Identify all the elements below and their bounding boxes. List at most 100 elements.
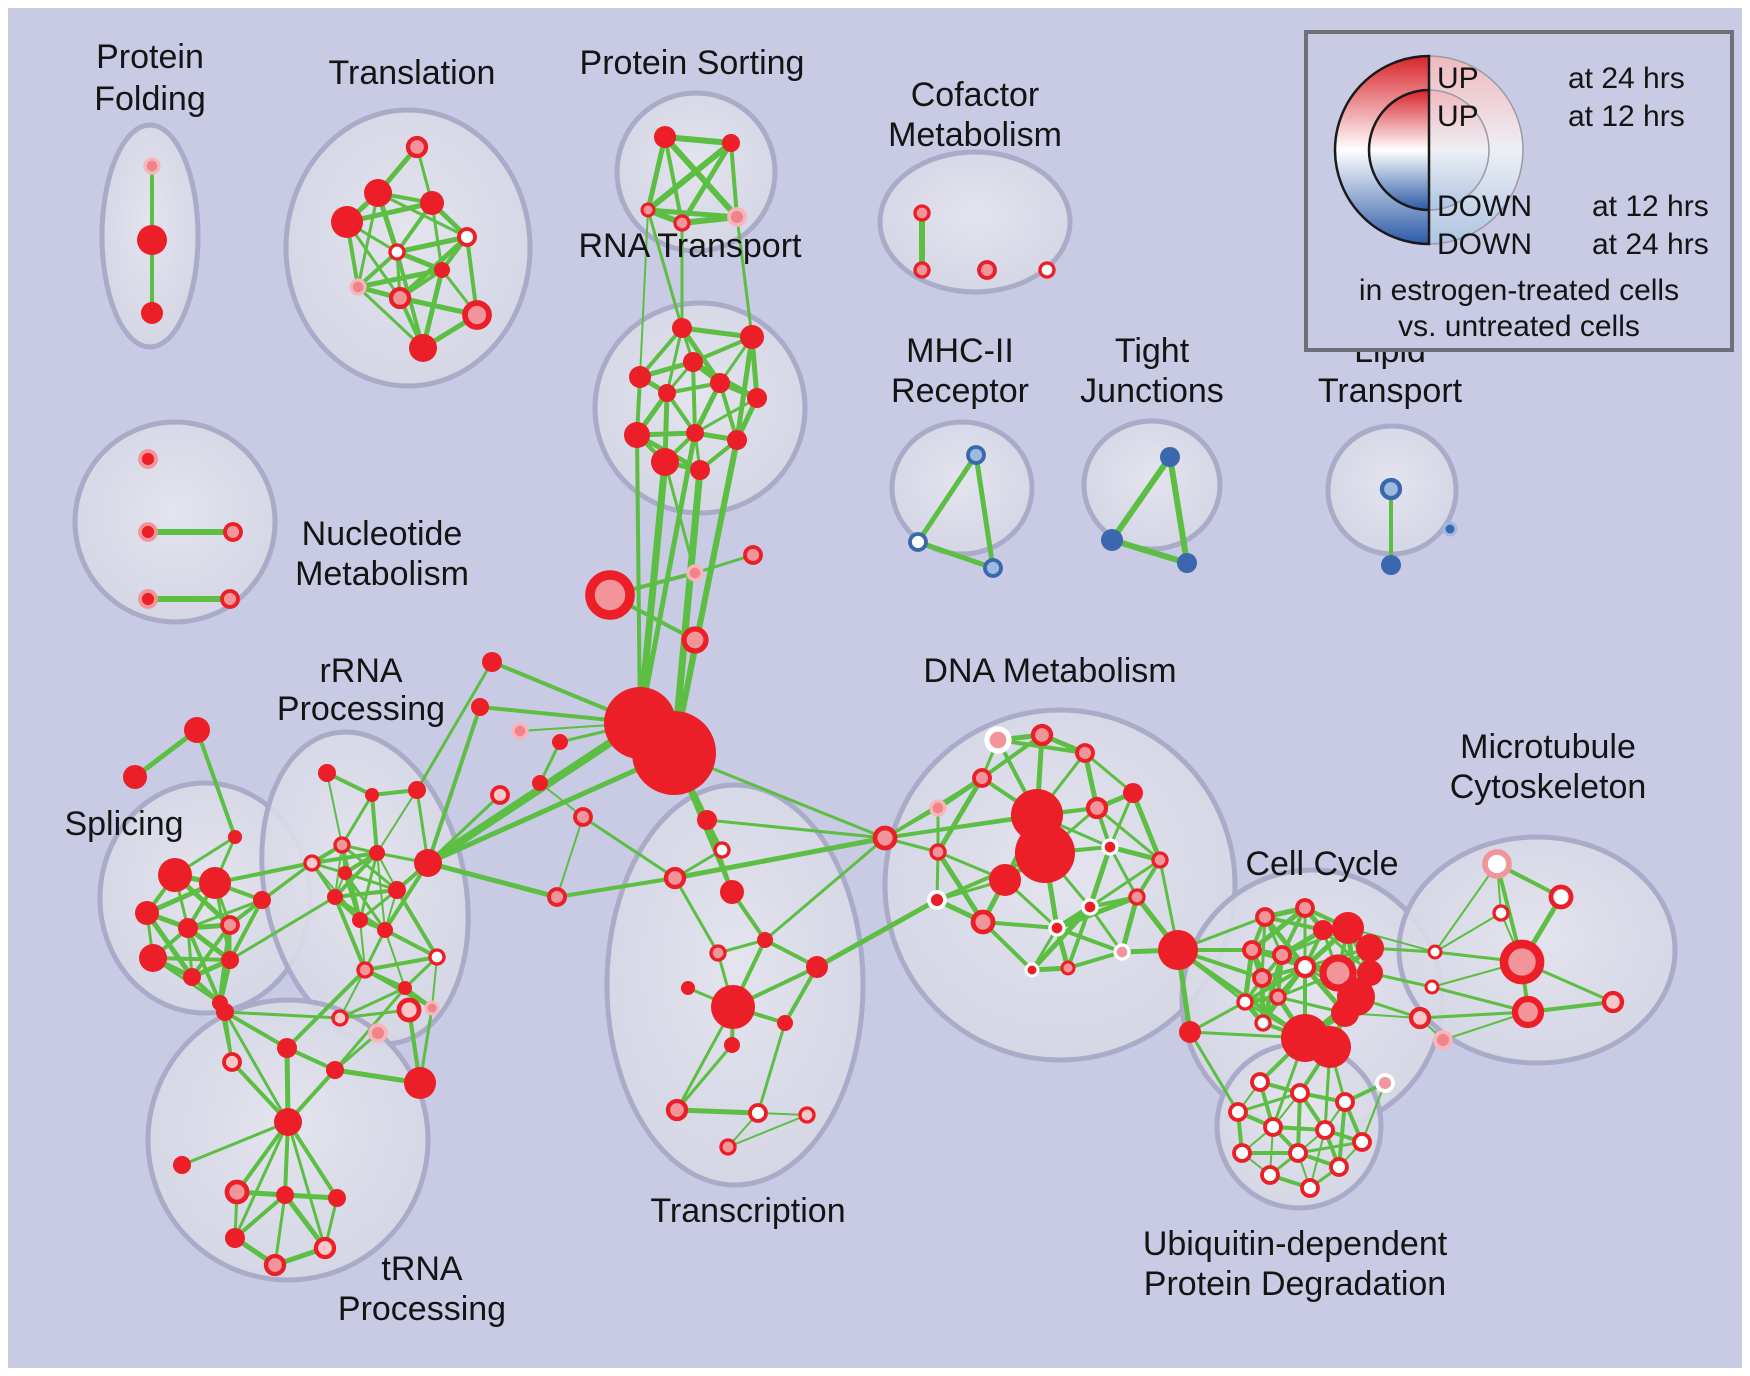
gene-node-rt — [727, 430, 747, 450]
gene-node-rr — [331, 1009, 349, 1027]
gene-node-tn — [216, 1003, 234, 1021]
gene-node-dm — [1113, 943, 1131, 961]
gene-node-cc — [1236, 993, 1254, 1011]
edge-dm — [1130, 790, 1163, 863]
gene-node-rt — [686, 424, 704, 442]
gene-node-sp — [221, 951, 239, 969]
gene-node-dm — [1015, 823, 1075, 883]
edge-dm — [1055, 926, 1124, 954]
gene-node-nm — [138, 522, 158, 542]
gene-node-nm — [138, 449, 158, 469]
gene-node-tn — [222, 1052, 242, 1072]
edge-tn — [286, 1120, 339, 1200]
gene-node-ub — [1260, 1165, 1280, 1185]
edge-tl — [356, 191, 380, 289]
edge-link — [228, 895, 337, 962]
edge-link — [424, 719, 644, 867]
gene-node-rr — [365, 788, 379, 802]
cluster-ellipse-nm — [72, 419, 278, 625]
gene-node-ub — [1315, 1120, 1335, 1140]
gene-node-mt — [1499, 939, 1545, 985]
gene-node-mt — [1427, 944, 1443, 960]
gene-node-bb — [511, 722, 529, 740]
gene-node-dm — [929, 843, 947, 861]
edge-link — [425, 860, 560, 900]
gene-node-mh — [983, 558, 1003, 578]
edge-tn — [286, 1120, 327, 1250]
legend-time-label: at 24 hrs — [1568, 62, 1685, 95]
gene-node-bb — [632, 711, 716, 795]
edge-rr — [326, 772, 343, 846]
edge-rt — [665, 326, 684, 395]
edge-sp — [186, 898, 264, 930]
edge-ps — [645, 140, 734, 213]
edge-rr — [343, 871, 399, 892]
gene-node-ub — [1263, 1117, 1283, 1137]
gene-node-tn — [313, 1236, 337, 1260]
gene-node-bb — [547, 887, 567, 907]
gene-node-rr — [318, 764, 336, 782]
gene-node-tx — [709, 944, 727, 962]
edge-link — [763, 836, 887, 942]
gene-node-rt — [624, 422, 650, 448]
gene-node-cf — [1038, 261, 1056, 279]
gene-node-rt — [740, 325, 764, 349]
gene-node-tx — [711, 985, 755, 1029]
cluster-label-rr: rRNA — [319, 652, 402, 690]
gene-node-sp — [184, 717, 210, 743]
nodes-layer — [123, 126, 1625, 1277]
edge-tl — [356, 285, 425, 350]
edge-mh — [915, 452, 979, 545]
edge-link — [1188, 1030, 1240, 1114]
gene-node-nm — [138, 589, 158, 609]
gene-node-tx — [720, 880, 744, 904]
cluster-label-pf: Protein — [96, 38, 204, 76]
gene-node-tl — [409, 334, 437, 362]
edge-rr — [395, 888, 439, 959]
edge-dm — [1108, 845, 1139, 899]
edge-link — [223, 1010, 342, 1020]
gene-node-dm — [1081, 898, 1099, 916]
edge-dm — [935, 775, 985, 855]
gene-node-tn — [263, 1253, 287, 1277]
gene-node-tj — [1177, 553, 1197, 573]
gene-node-tx — [724, 1037, 740, 1053]
gene-node-sp — [199, 867, 231, 899]
edge-dm — [935, 849, 986, 925]
edge-link — [670, 466, 704, 757]
legend-direction-label: UP — [1437, 100, 1479, 133]
gene-node-rt — [629, 366, 651, 388]
gene-node-ub — [1335, 1092, 1355, 1112]
edge-dm — [1054, 894, 1140, 931]
gene-node-cc — [1357, 960, 1383, 986]
gene-node-dm — [984, 726, 1012, 754]
gene-node-rr — [369, 845, 385, 861]
gene-node-sp — [253, 891, 271, 909]
gene-node-cc — [1295, 898, 1315, 918]
gene-node-mh — [966, 445, 986, 465]
gene-node-tl — [457, 227, 477, 247]
gene-node-dm — [1128, 888, 1146, 906]
cluster-ellipse-rr — [259, 729, 471, 1047]
cluster-label-mt: Cytoskeleton — [1450, 768, 1647, 806]
gene-node-dm — [929, 799, 947, 817]
cluster-label-tn: tRNA — [381, 1250, 463, 1288]
gene-node-ub — [1290, 1083, 1310, 1103]
edge-mt — [1430, 985, 1530, 1014]
edge-rr — [333, 895, 367, 972]
cluster-label-rt: RNA Transport — [579, 227, 803, 265]
cluster-label-tj: Tight — [1115, 332, 1190, 370]
edge-tj — [1109, 537, 1190, 566]
edge-dm — [1119, 894, 1140, 955]
cluster-ellipse-cf — [877, 149, 1073, 295]
gene-node-bb — [872, 825, 898, 851]
gene-node-dm — [1158, 930, 1198, 970]
edge-dm — [980, 733, 1044, 780]
gene-node-ub — [1250, 1072, 1270, 1092]
edge-link — [671, 437, 740, 756]
gene-node-bb — [532, 775, 548, 791]
gene-node-rt — [672, 318, 692, 338]
gene-node-ps — [727, 207, 747, 227]
gene-node-rt — [683, 352, 703, 372]
gene-node-tl — [331, 206, 363, 238]
